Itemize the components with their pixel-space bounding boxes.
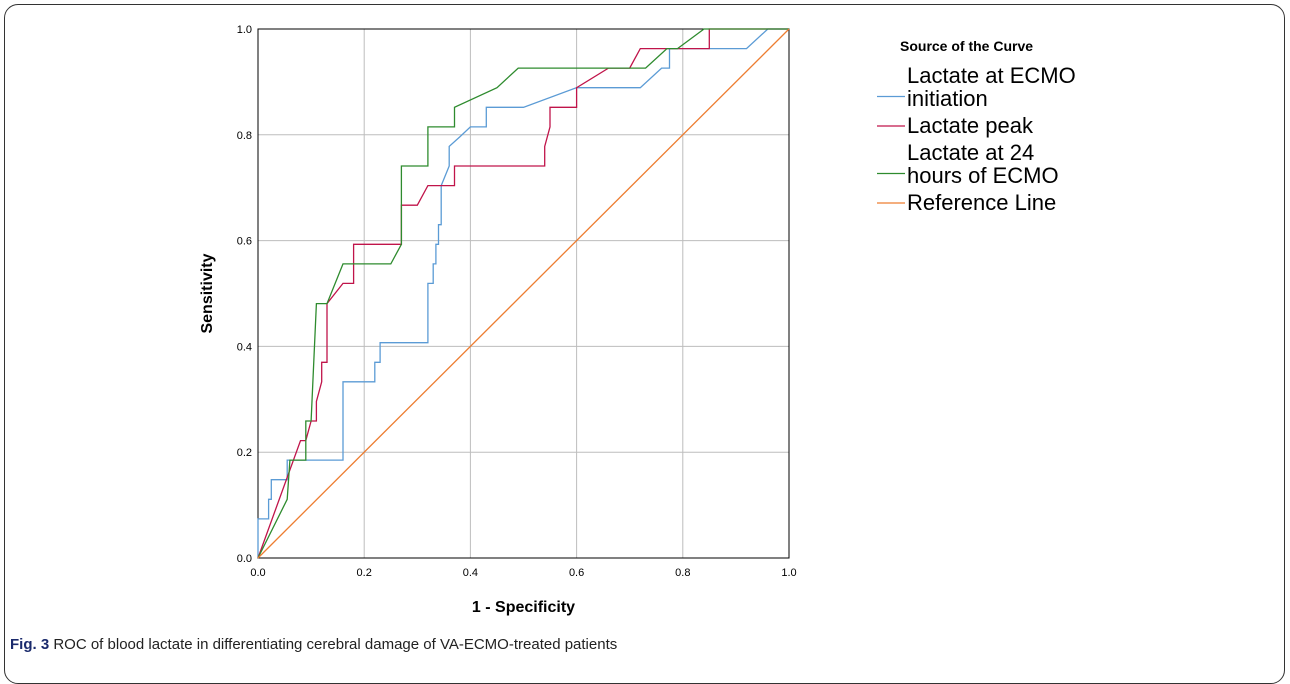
legend-title: Source of the Curve: [900, 38, 1033, 54]
legend-label-2: Lactate at 24: [907, 140, 1034, 165]
y-tick-label: 0.6: [237, 236, 252, 248]
y-tick-label: 0.0: [237, 553, 252, 565]
caption-text: ROC of blood lactate in differentiating …: [49, 636, 618, 653]
legend-label-0: Lactate at ECMO: [907, 63, 1076, 88]
plot-area: [257, 28, 790, 559]
x-axis-label: 1 - Specificity: [472, 599, 575, 616]
series-line-1: [257, 28, 789, 559]
series-line-2: [257, 28, 789, 559]
y-tick-label: 0.2: [237, 447, 252, 459]
figure-label: Fig. 3: [10, 636, 50, 653]
x-tick-label: 0.6: [569, 567, 584, 579]
y-tick-label: 0.8: [237, 130, 252, 142]
legend-label-3: Reference Line: [907, 190, 1056, 215]
grid-lines: [258, 29, 789, 558]
y-tick-label: 0.4: [237, 341, 252, 353]
series-line-0: [257, 28, 789, 558]
figure-caption: Fig. 3 ROC of blood lactate in different…: [10, 636, 617, 653]
tick-labels: 0.0 0.2 0.4 0.6 0.8 1.0 0.0 0.2 0.4 0.6 0.8 1.0: [237, 24, 797, 579]
series-layer: [257, 28, 790, 559]
legend-label-0: initiation: [907, 86, 988, 111]
roc-chart: 0.0 0.2 0.4 0.6 0.8 1.0 0.0 0.2 0.4 0.6 0.8 1.0 1 -…: [199, 24, 1076, 616]
x-tick-label: 0.2: [357, 567, 372, 579]
legend-label-2: hours of ECMO: [907, 163, 1059, 188]
x-tick-label: 0.8: [675, 567, 690, 579]
x-tick-label: 1.0: [781, 567, 796, 579]
y-tick-label: 1.0: [237, 24, 252, 36]
y-axis-label: Sensitivity: [199, 253, 216, 333]
x-tick-label: 0.4: [463, 567, 478, 579]
series-line-3: [257, 28, 790, 559]
legend-label-1: Lactate peak: [907, 113, 1034, 138]
x-tick-label: 0.0: [250, 567, 265, 579]
